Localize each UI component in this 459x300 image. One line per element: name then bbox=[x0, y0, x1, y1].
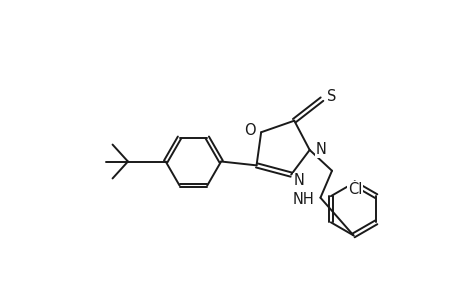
Text: NH: NH bbox=[292, 192, 313, 207]
Text: S: S bbox=[326, 88, 335, 104]
Text: N: N bbox=[293, 173, 304, 188]
Text: N: N bbox=[315, 142, 326, 158]
Text: Cl: Cl bbox=[347, 182, 362, 197]
Text: O: O bbox=[244, 123, 255, 138]
